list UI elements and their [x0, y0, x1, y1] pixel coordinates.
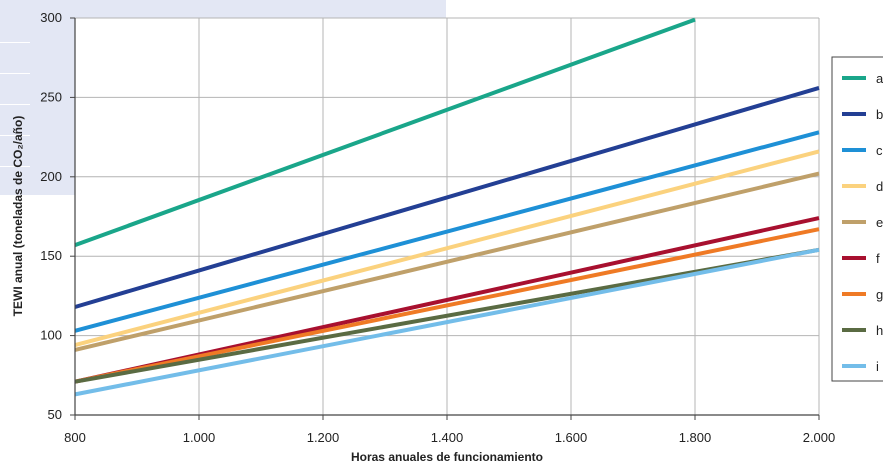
x-axis-title: Horas anuales de funcionamiento	[351, 450, 543, 464]
x-tick-label: 1.400	[431, 430, 464, 445]
series-line-i	[74, 247, 820, 397]
x-tick-label: 800	[64, 430, 86, 445]
series-line-d	[74, 149, 820, 348]
x-tick-label: 1.800	[679, 430, 712, 445]
legend-label-e: e	[876, 215, 883, 230]
series-line-g	[74, 227, 820, 384]
series-line-a	[74, 17, 696, 247]
legend-label-i: i	[876, 359, 879, 374]
x-tick-label: 1.200	[307, 430, 340, 445]
y-tick-label: 250	[40, 89, 62, 104]
legend-label-d: d	[876, 179, 883, 194]
series-line-c	[74, 130, 820, 333]
legend-label-b: b	[876, 107, 883, 122]
y-tick-label: 300	[40, 10, 62, 25]
legend-label-c: c	[876, 143, 883, 158]
y-axis-title: TEWI anual (toneladas de CO₂/año)	[11, 116, 25, 317]
y-tick-labels: 50 100 150 200 250 300	[40, 10, 62, 422]
legend-box	[831, 56, 883, 382]
y-tick-label: 150	[40, 248, 62, 263]
x-tick-label: 1.600	[555, 430, 588, 445]
legend-label-a: a	[876, 71, 883, 86]
axes	[70, 17, 820, 420]
y-tick-label: 100	[40, 328, 62, 343]
x-tick-labels: 800 1.000 1.200 1.400 1.600 1.800 2.000	[64, 430, 835, 445]
series-line-h	[74, 247, 820, 384]
series-layer	[74, 17, 820, 397]
y-tick-label: 50	[48, 407, 62, 422]
series-line-b	[74, 85, 820, 309]
legend-label-h: h	[876, 323, 883, 338]
legend-label-g: g	[876, 287, 883, 302]
x-tick-label: 2.000	[803, 430, 836, 445]
x-tick-label: 1.000	[183, 430, 216, 445]
series-line-e	[74, 171, 820, 352]
legend-label-f: f	[876, 251, 880, 266]
legend: a b c d e f g h i	[831, 56, 883, 382]
y-tick-label: 200	[40, 169, 62, 184]
